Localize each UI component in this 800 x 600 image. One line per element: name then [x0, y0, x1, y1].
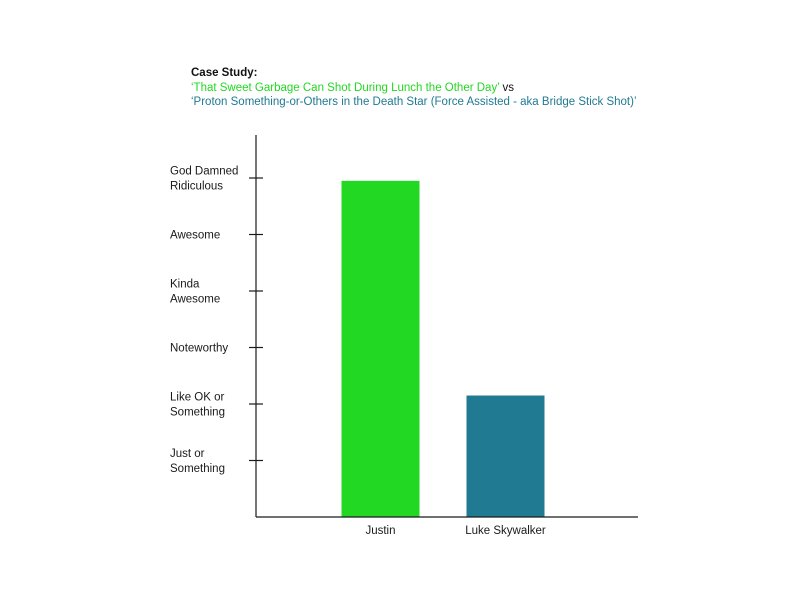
y-tick-label-line: Awesome	[170, 230, 220, 242]
y-tick-label-line: Like OK or	[170, 392, 224, 404]
y-tick-label-line: Awesome	[170, 294, 220, 306]
y-tick-label-line: Something	[170, 463, 225, 475]
y-tick-label: Just or Something	[170, 448, 225, 475]
y-tick-label-line: Kinda	[170, 279, 200, 291]
y-tick-label: Kinda Awesome	[170, 279, 220, 306]
y-tick-label-line: God Damned	[170, 166, 238, 178]
y-tick-label: God Damned Ridiculous	[170, 166, 238, 193]
chart-subtitle-line-1: ‘That Sweet Garbage Can Shot During Lunc…	[191, 81, 637, 96]
subtitle-series-a: ‘That Sweet Garbage Can Shot During Lunc…	[191, 81, 500, 94]
subtitle-vs: vs	[502, 81, 515, 94]
y-tick-layer: Just or Something Like OK or Something Notew…	[170, 166, 263, 475]
axis-layer	[255, 135, 638, 518]
chart-title: Case Study:	[191, 67, 258, 79]
y-tick-label-line: Ridiculous	[170, 181, 223, 193]
chart-subtitle-line-2: ‘Proton Something-or-Others in the Death…	[191, 95, 637, 110]
x-label-layer: Justin Luke Skywalker	[365, 525, 545, 537]
y-tick-label: Like OK or Something	[170, 392, 225, 419]
bar-justin	[341, 180, 420, 517]
y-tick-label: Awesome	[170, 230, 220, 242]
y-tick-label-line: Something	[170, 407, 225, 419]
chart-title-block: Case Study: ‘That Sweet Garbage Can Shot…	[191, 66, 637, 110]
y-tick-label-line: Just or	[170, 448, 205, 460]
y-tick-label: Noteworthy	[170, 343, 228, 355]
bars-layer	[341, 180, 545, 517]
bar-luke-skywalker	[466, 395, 545, 517]
x-tick-label: Justin	[365, 525, 395, 537]
x-tick-label: Luke Skywalker	[465, 525, 546, 537]
y-tick-label-line: Noteworthy	[170, 343, 228, 355]
subtitle-series-b: ‘Proton Something-or-Others in the Death…	[191, 96, 637, 108]
